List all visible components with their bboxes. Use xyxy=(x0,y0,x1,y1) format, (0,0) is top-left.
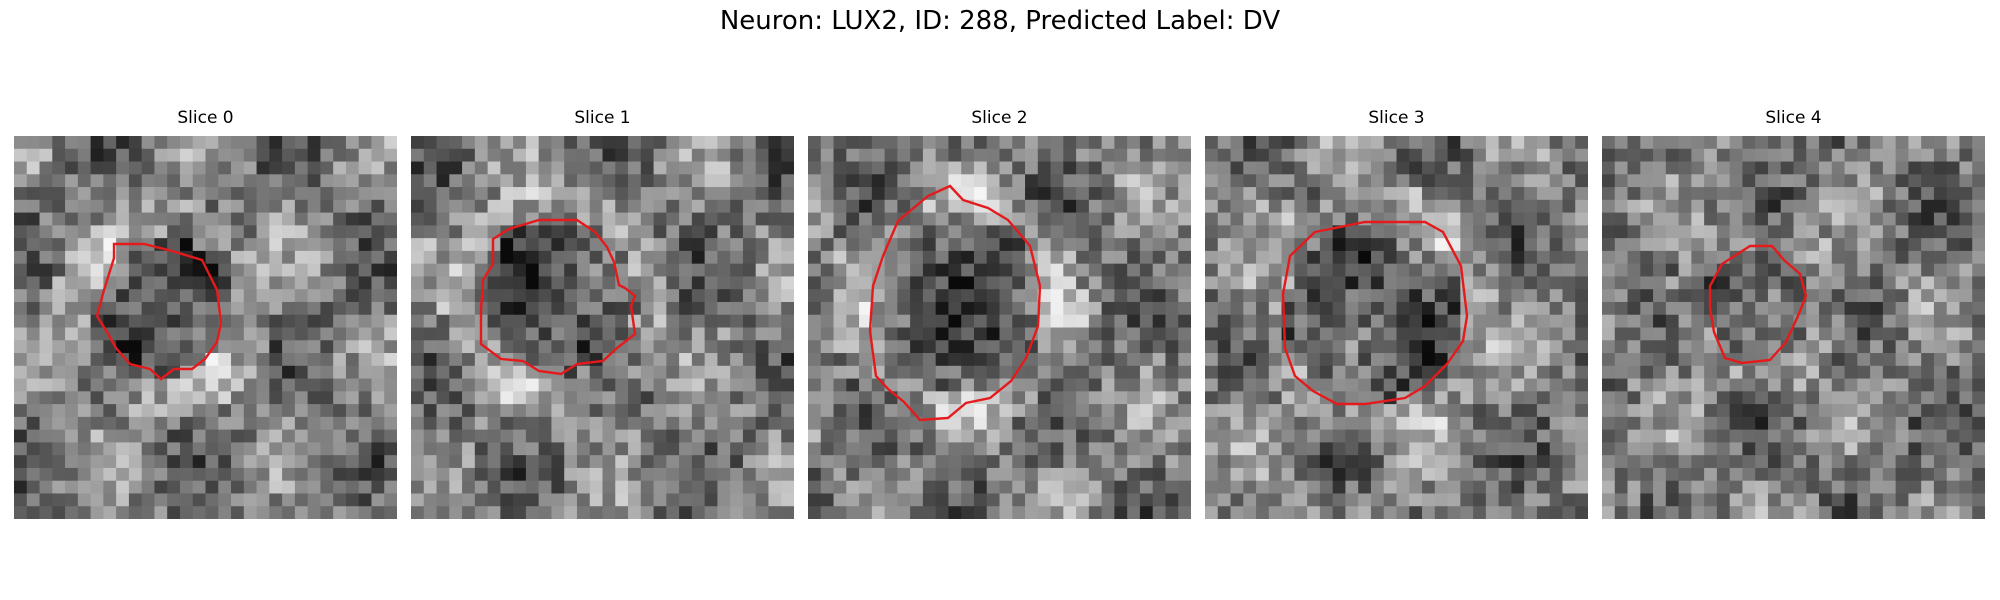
pixel-grid xyxy=(1602,136,1985,519)
roi-outline xyxy=(1281,220,1469,406)
slice-panel-0: Slice 0 xyxy=(14,108,397,519)
slice-title-0: Slice 0 xyxy=(177,108,234,128)
slice-panel-1: Slice 1 xyxy=(411,108,794,519)
slice-panel-4: Slice 4 xyxy=(1602,108,1985,519)
slice-title-3: Slice 3 xyxy=(1368,108,1425,128)
roi-outline xyxy=(479,218,637,376)
slice-image-0 xyxy=(14,136,397,519)
pixel-grid xyxy=(1205,136,1588,519)
roi-outline xyxy=(868,184,1042,422)
slice-title-2: Slice 2 xyxy=(971,108,1028,128)
slice-title-4: Slice 4 xyxy=(1765,108,1822,128)
slice-image-3 xyxy=(1205,136,1588,519)
roi-outline xyxy=(1708,244,1808,365)
pixel-grid xyxy=(808,136,1191,519)
slice-image-1 xyxy=(411,136,794,519)
roi-outline xyxy=(95,242,223,381)
slice-panel-3: Slice 3 xyxy=(1205,108,1588,519)
slice-image-4 xyxy=(1602,136,1985,519)
slice-panel-2: Slice 2 xyxy=(808,108,1191,519)
slice-image-2 xyxy=(808,136,1191,519)
pixel-grid xyxy=(14,136,397,519)
pixel-grid xyxy=(411,136,794,519)
slice-title-1: Slice 1 xyxy=(574,108,631,128)
figure-title: Neuron: LUX2, ID: 288, Predicted Label: … xyxy=(719,6,1281,36)
